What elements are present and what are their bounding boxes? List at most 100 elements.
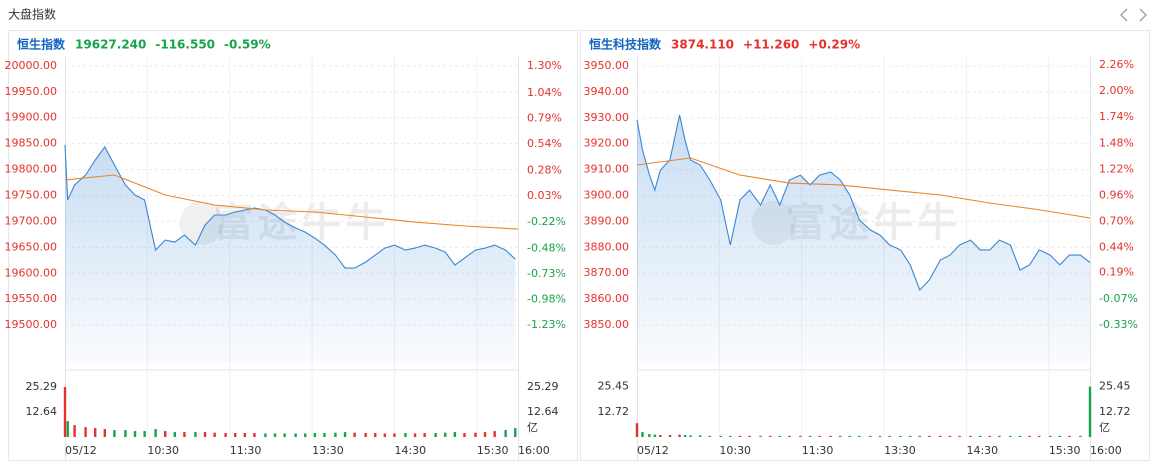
- x-tick-label: 16:00: [518, 444, 550, 457]
- y-tick-label: 3910.00: [584, 163, 630, 176]
- y2-tick-label: 0.19%: [1099, 266, 1134, 279]
- volume-bar: [66, 421, 69, 437]
- volume-bar: [183, 432, 186, 437]
- volume-bar: [393, 433, 396, 437]
- volume-bar: [799, 435, 802, 437]
- volume-bar: [483, 432, 487, 437]
- volume-bar: [1038, 435, 1041, 437]
- volume-bar: [1058, 435, 1061, 437]
- volume-bar: [474, 432, 477, 437]
- volume-bar: [334, 432, 337, 437]
- x-tick-label: 13:30: [312, 444, 344, 457]
- volume-bar: [838, 435, 842, 437]
- volume-bar: [444, 432, 447, 437]
- average-line: [636, 157, 1091, 219]
- volume-bar: [423, 433, 426, 437]
- price-line: [64, 144, 516, 269]
- volume-bar: [113, 430, 116, 437]
- volume-bar: [848, 435, 851, 437]
- volume-bar: [748, 435, 751, 437]
- index-change: +11.260: [743, 38, 799, 52]
- price-area: [637, 115, 1090, 362]
- volume-bar: [918, 435, 921, 437]
- y2-tick-label: 0.70%: [1099, 215, 1134, 228]
- volume-tick-label: 12.72: [598, 405, 630, 418]
- y-tick-label: 3880.00: [584, 240, 630, 253]
- volume-bar: [1068, 435, 1071, 437]
- volume-bar: [364, 433, 367, 437]
- y-tick-label: 19500.00: [5, 318, 58, 331]
- y-tick-label: 19550.00: [5, 292, 58, 305]
- y2-tick-label: 0.03%: [527, 189, 562, 202]
- y-tick-label: 3900.00: [584, 189, 630, 202]
- volume-unit: 亿: [1099, 421, 1110, 434]
- y-tick-label: 3860.00: [584, 292, 630, 305]
- y2-tick-label: 0.79%: [527, 111, 562, 124]
- volume-bar: [648, 434, 651, 437]
- y-tick-label: 19900.00: [5, 111, 58, 124]
- y2-tick-label: -1.23%: [527, 318, 566, 331]
- volume-bar: [719, 435, 722, 437]
- x-tick-label: 10:30: [147, 444, 179, 457]
- volume-bar: [413, 433, 417, 437]
- x-tick-label: 11:30: [230, 444, 262, 457]
- y2-tick-label: -0.07%: [1099, 292, 1138, 305]
- x-tick-label: 15:30: [477, 444, 509, 457]
- x-tick-label: 10:30: [719, 444, 751, 457]
- volume-bar: [768, 435, 772, 437]
- volume-bar: [63, 386, 67, 437]
- y-tick-label: 20000.00: [5, 59, 58, 72]
- volume-bar: [283, 433, 286, 437]
- volume-tick-label: 25.29: [26, 380, 58, 393]
- volume-tick-label: 12.72: [1099, 405, 1131, 418]
- y2-tick-label: 1.30%: [527, 59, 562, 72]
- volume-bar: [1009, 435, 1012, 437]
- index-pct: -0.59%: [224, 38, 271, 52]
- volume-bar: [738, 435, 742, 437]
- volume-bar: [698, 435, 702, 437]
- y2-tick-label: 0.28%: [527, 164, 562, 177]
- volume-bar: [133, 431, 137, 437]
- prev-arrow[interactable]: [1120, 8, 1128, 22]
- volume-bar: [928, 435, 931, 437]
- volume-bar: [514, 428, 517, 437]
- volume-bar: [124, 430, 127, 437]
- index-price: 19627.240: [75, 38, 146, 52]
- volume-bar: [313, 433, 317, 437]
- x-tick-label: 05/12: [637, 444, 669, 457]
- y-tick-label: 19600.00: [5, 266, 58, 279]
- x-tick-label: 05/12: [65, 444, 97, 457]
- volume-bar: [829, 435, 832, 437]
- volume-tick-label: 25.45: [1099, 380, 1131, 393]
- y2-tick-label: 1.22%: [1099, 162, 1134, 175]
- next-arrow[interactable]: [1139, 8, 1147, 22]
- volume-bar: [1018, 435, 1022, 437]
- volume-bar: [463, 433, 466, 437]
- volume-bar: [294, 433, 297, 437]
- volume-bar: [84, 427, 87, 437]
- y2-tick-label: 1.04%: [527, 86, 562, 99]
- volume-bar: [343, 432, 347, 437]
- volume-unit: 亿: [527, 421, 538, 434]
- index-change: -116.550: [155, 38, 215, 52]
- volume-bar: [164, 431, 167, 437]
- volume-bar: [243, 433, 247, 437]
- volume-bar: [998, 435, 1001, 437]
- volume-tick-label: 25.29: [527, 380, 559, 393]
- y2-tick-label: 2.00%: [1099, 84, 1134, 97]
- volume-bar: [759, 435, 762, 437]
- volume-bar: [869, 435, 872, 437]
- volume-bar: [434, 433, 437, 437]
- volume-bar: [878, 435, 882, 437]
- volume-bar: [818, 435, 821, 437]
- panel-border: [580, 30, 1150, 461]
- volume-bar: [683, 435, 687, 437]
- volume-bar: [978, 435, 982, 437]
- panel-border: [8, 30, 578, 461]
- volume-bar: [1028, 435, 1031, 437]
- y-tick-label: 19850.00: [5, 137, 58, 150]
- volume-bar: [264, 433, 267, 437]
- y-tick-label: 19800.00: [5, 163, 58, 176]
- volume-bar: [453, 432, 457, 437]
